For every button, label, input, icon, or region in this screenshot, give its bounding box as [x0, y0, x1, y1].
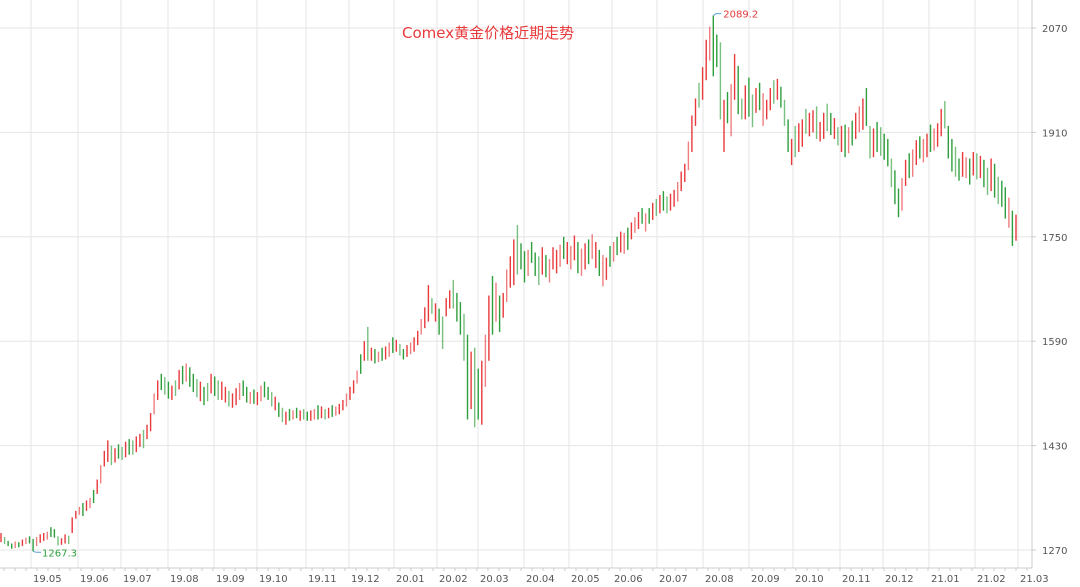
gridlines [0, 0, 1032, 568]
y-tick-label: 1270 [1042, 546, 1067, 557]
x-tick-label: 19.05 [33, 574, 62, 585]
x-tick-label: 20.09 [751, 574, 780, 585]
min-price-label: 1267.3 [42, 548, 77, 559]
x-tick-label: 20.10 [795, 574, 824, 585]
x-tick-label: 19.08 [170, 574, 199, 585]
x-tick-label: 20.05 [571, 574, 600, 585]
y-tick-label: 1590 [1042, 337, 1067, 348]
x-tick-label: 20.03 [480, 574, 509, 585]
y-tick-label: 1910 [1042, 128, 1067, 139]
x-tick-label: 20.06 [614, 574, 643, 585]
x-tick-label: 19.07 [123, 574, 152, 585]
x-tick-label: 21.02 [977, 574, 1006, 585]
x-tick-label: 19.11 [308, 574, 337, 585]
x-tick-label: 20.01 [396, 574, 425, 585]
price-bars [0, 15, 1017, 552]
x-tick-label: 20.11 [842, 574, 871, 585]
max-price-label: 2089.2 [723, 10, 758, 21]
x-tick-label: 19.09 [216, 574, 245, 585]
y-tick-label: 1750 [1042, 233, 1067, 244]
chart-title: Comex黄金价格近期走势 [402, 24, 575, 42]
x-tick-label: 19.06 [80, 574, 109, 585]
annotations: 2089.2 1267.3 [32, 10, 758, 559]
x-tick-label: 20.02 [439, 574, 468, 585]
x-tick-label: 19.12 [351, 574, 380, 585]
y-tick-label: 2070 [1042, 24, 1067, 35]
x-tick-label: 21.01 [931, 574, 960, 585]
x-tick-label: 21.03 [1020, 574, 1049, 585]
x-tick-label: 20.04 [526, 574, 555, 585]
x-tick-label: 20.08 [705, 574, 734, 585]
x-tick-label: 20.07 [659, 574, 688, 585]
y-tick-label: 1430 [1042, 442, 1067, 453]
x-tick-label: 20.12 [885, 574, 914, 585]
x-tick-label: 19.10 [259, 574, 288, 585]
